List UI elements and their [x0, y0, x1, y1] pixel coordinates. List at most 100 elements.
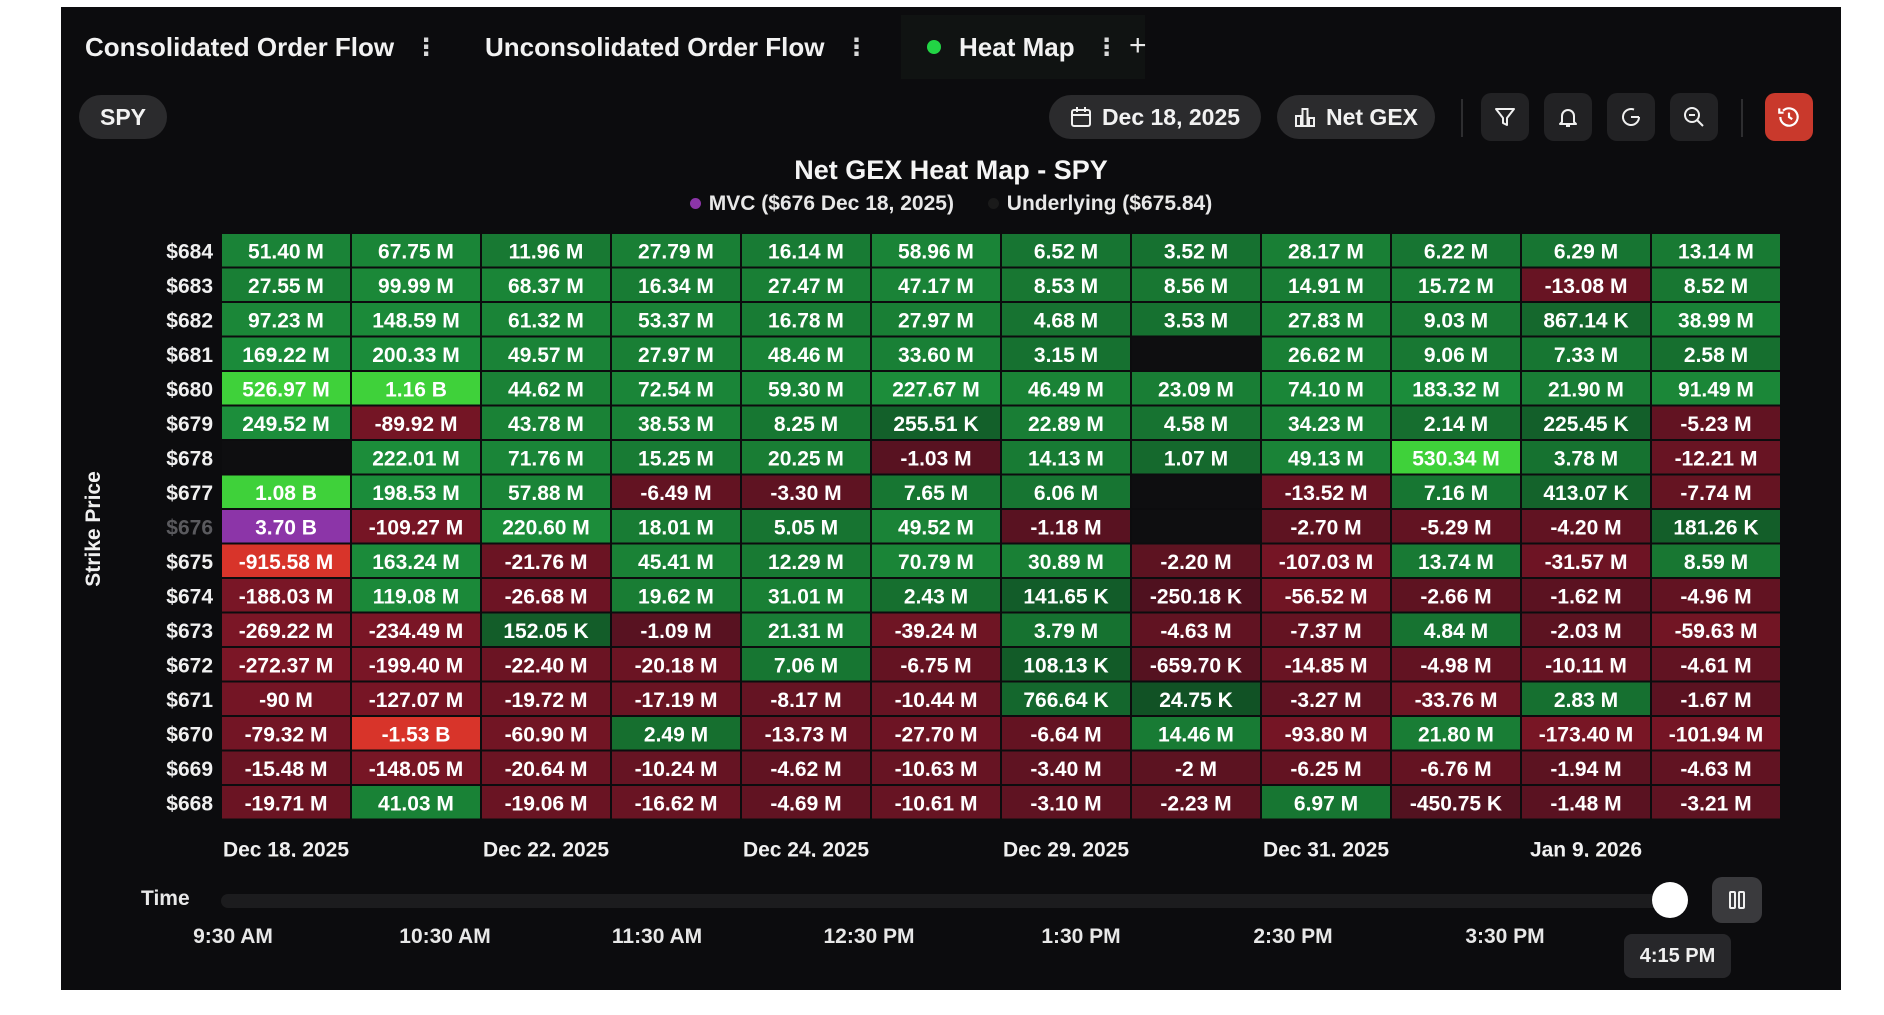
cell-value-label: 44.62 M — [508, 378, 584, 401]
date-picker[interactable]: Dec 18, 2025 — [1049, 95, 1261, 139]
heatmap-cell — [742, 337, 870, 370]
cell-value-label: 1.08 B — [255, 482, 317, 505]
heatmap-cell — [1522, 303, 1650, 336]
heatmap-cell — [1002, 406, 1130, 439]
heatmap-cell — [1262, 234, 1390, 267]
heatmap-cell — [482, 613, 610, 646]
symbol-selector[interactable]: SPY — [79, 95, 167, 139]
heatmap-cell — [612, 786, 740, 819]
cell-value-label: 4.68 M — [1034, 309, 1098, 332]
tab-consolidated-order-flow[interactable]: Consolidated Order Flow ⋮ — [85, 15, 438, 79]
chart-bars-icon — [1294, 108, 1315, 127]
heatmap-cell — [352, 268, 480, 301]
heatmap-cell — [352, 613, 480, 646]
cell-value-label: -234.49 M — [369, 620, 464, 643]
heatmap-cell — [1392, 544, 1520, 577]
heatmap-cell — [1262, 337, 1390, 370]
heatmap-cell — [612, 613, 740, 646]
heatmap-cell — [482, 751, 610, 784]
tab-heat-map[interactable]: Heat Map ⋮ — [901, 15, 1145, 79]
metric-selector[interactable]: Net GEX — [1277, 95, 1435, 139]
pause-button[interactable] — [1712, 877, 1762, 923]
heatmap-cell — [1002, 234, 1130, 267]
cell-value-label: 48.46 M — [768, 344, 844, 367]
cell-value-label: -20.64 M — [505, 758, 588, 781]
heatmap-cell — [1132, 751, 1260, 784]
heatmap-cell — [482, 303, 610, 336]
heatmap-cell — [352, 544, 480, 577]
kebab-menu-icon[interactable]: ⋮ — [414, 33, 439, 61]
history-button[interactable] — [1765, 93, 1813, 141]
alerts-button[interactable] — [1544, 93, 1592, 141]
heatmap-cell — [872, 234, 1000, 267]
current-time-tooltip: 4:15 PM — [1624, 934, 1731, 978]
heatmap-cell — [1652, 337, 1780, 370]
cell-value-label: 13.74 M — [1418, 551, 1494, 574]
heatmap-cell — [1652, 510, 1780, 543]
legend-label: MVC ($676 Dec 18, 2025) — [708, 191, 954, 215]
heatmap-cell — [1132, 648, 1260, 681]
cell-value-label: 183.32 M — [1412, 378, 1500, 401]
cell-value-label: 51.40 M — [248, 240, 324, 263]
cell-value-label: -6.75 M — [900, 654, 971, 677]
heatmap-cell — [1132, 717, 1260, 750]
heatmap-cell — [1652, 544, 1780, 577]
filter-button[interactable] — [1481, 93, 1529, 141]
cell-value-label: -915.58 M — [239, 551, 334, 574]
cell-value-label: -2.03 M — [1550, 620, 1621, 643]
cell-value-label: -3.27 M — [1290, 689, 1361, 712]
heatmap-cell — [1392, 579, 1520, 612]
heatmap-cell — [1652, 234, 1780, 267]
heatmap-cell — [482, 372, 610, 405]
legend-item-underlying[interactable]: Underlying ($675.84) — [987, 192, 1212, 216]
cell-value-label: -2.23 M — [1160, 792, 1231, 815]
legend-swatch — [689, 198, 701, 209]
add-tab-icon[interactable]: + — [1129, 29, 1147, 62]
heatmap-cell — [742, 268, 870, 301]
cell-value-label: 3.15 M — [1034, 344, 1098, 367]
cell-value-label: -5.29 M — [1420, 516, 1491, 539]
time-slider-thumb[interactable] — [1652, 882, 1688, 918]
heatmap-cell — [1522, 751, 1650, 784]
heatmap-cell — [612, 510, 740, 543]
cell-value-label: -21.76 M — [505, 551, 588, 574]
cell-value-label: -10.44 M — [895, 689, 978, 712]
kebab-menu-icon[interactable]: ⋮ — [844, 33, 869, 61]
time-slider-track[interactable] — [221, 894, 1673, 908]
legend-item-mvc[interactable]: MVC ($676 Dec 18, 2025) — [689, 191, 954, 216]
heatmap-cell — [742, 406, 870, 439]
cell-value-label: 21.31 M — [768, 620, 844, 643]
zoom-button[interactable] — [1670, 93, 1718, 141]
heatmap-cell — [742, 579, 870, 612]
cell-value-label: -4.62 M — [770, 758, 841, 781]
pause-icon — [1729, 891, 1745, 909]
y-tick-label: $678 — [166, 447, 213, 470]
cell-value-label: -1.94 M — [1550, 758, 1621, 781]
cell-value-label: 3.52 M — [1164, 240, 1228, 263]
heatmap-cell — [1392, 682, 1520, 715]
heatmap-cell — [872, 268, 1000, 301]
time-tick: 2:30 PM — [1253, 925, 1333, 948]
heatmap-cell — [352, 475, 480, 508]
cell-value-label: 6.22 M — [1424, 240, 1488, 263]
cell-value-label: 57.88 M — [508, 482, 584, 505]
heatmap-cell — [482, 682, 610, 715]
heatmap-cell — [1652, 406, 1780, 439]
symbol-label: SPY — [99, 103, 147, 130]
cell-value-label: 27.97 M — [898, 309, 974, 332]
y-tick-label: $673 — [166, 620, 213, 643]
heatmap-cell — [1262, 751, 1390, 784]
y-tick-label: $671 — [166, 689, 213, 712]
heatmap-cell — [872, 613, 1000, 646]
cell-value-label: 49.52 M — [898, 516, 974, 539]
heatmap-cell — [1392, 268, 1520, 301]
cell-value-label: 8.25 M — [774, 413, 838, 436]
refresh-button[interactable] — [1607, 93, 1655, 141]
heatmap-cell — [1522, 441, 1650, 474]
tab-unconsolidated-order-flow[interactable]: Unconsolidated Order Flow ⋮ — [485, 15, 868, 79]
cell-value-label: -250.18 K — [1150, 585, 1242, 608]
app-window: Consolidated Order Flow ⋮ Unconsolidated… — [61, 7, 1841, 990]
cell-value-label: 8.52 M — [1684, 275, 1748, 298]
heatmap-cell — [1132, 441, 1260, 474]
kebab-menu-icon[interactable]: ⋮ — [1094, 33, 1119, 61]
